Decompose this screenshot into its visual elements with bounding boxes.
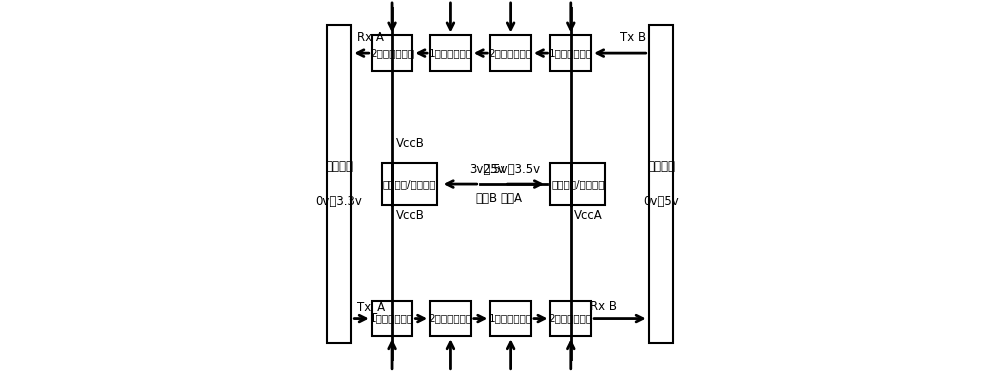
Text: 2.5v到3.5v: 2.5v到3.5v (482, 163, 541, 177)
Bar (490, 301, 531, 336)
Bar (382, 163, 437, 205)
Text: 电压跟随/浪涌抑制: 电压跟随/浪涌抑制 (551, 179, 605, 189)
Text: 1级信号反相器: 1级信号反相器 (489, 313, 533, 324)
Bar (430, 301, 471, 336)
Text: 2级信号缓冲器: 2级信号缓冲器 (428, 313, 473, 324)
Text: 1级信号缓冲器: 1级信号缓冲器 (370, 313, 414, 324)
Text: Rx A: Rx A (357, 31, 384, 44)
Text: 0v到3.3v: 0v到3.3v (316, 195, 362, 208)
Text: 1级信号反相器: 1级信号反相器 (549, 48, 593, 58)
Text: 0v到5v: 0v到5v (643, 195, 679, 208)
Bar (430, 35, 471, 71)
Text: VccB: VccB (396, 209, 424, 223)
Text: 电源B: 电源B (476, 192, 498, 205)
Text: Tx_A: Tx_A (357, 300, 385, 313)
Bar (372, 35, 412, 71)
Text: 浪涌抑制/电压跟随: 浪涌抑制/电压跟随 (383, 179, 436, 189)
Text: 信号电平: 信号电平 (647, 160, 675, 173)
Bar (372, 301, 412, 336)
Text: 2级信号反相器: 2级信号反相器 (549, 313, 593, 324)
Text: 1级信号缓冲器: 1级信号缓冲器 (428, 48, 473, 58)
Text: Tx B: Tx B (620, 31, 646, 44)
Text: Rx B: Rx B (590, 300, 617, 313)
Text: 电源A: 电源A (501, 192, 523, 205)
Text: 3v到5v: 3v到5v (469, 163, 505, 177)
Bar (550, 35, 591, 71)
Bar (327, 25, 351, 343)
Bar (490, 35, 531, 71)
Text: 信号电平: 信号电平 (325, 160, 353, 173)
Text: 2级信号缓冲器: 2级信号缓冲器 (370, 48, 414, 58)
Text: VccA: VccA (574, 209, 603, 223)
Bar (550, 163, 605, 205)
Bar (649, 25, 673, 343)
Text: VccB: VccB (396, 137, 424, 150)
Text: 2级信号反相器: 2级信号反相器 (489, 48, 533, 58)
Bar (550, 301, 591, 336)
